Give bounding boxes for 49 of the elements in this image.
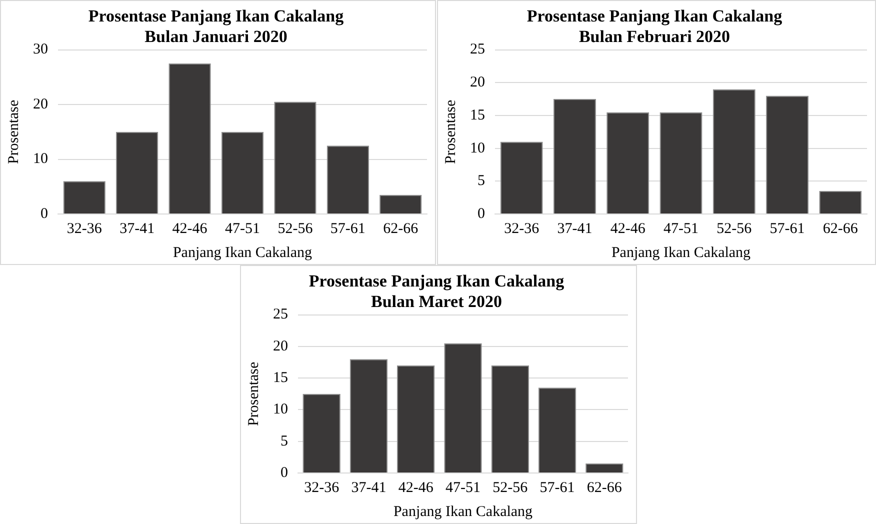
x-tick-label: 52-56 [716,220,752,237]
x-tick-label: 32-36 [66,220,102,237]
y-tick-label: 0 [40,206,48,222]
x-tick-label: 62-66 [822,220,858,237]
y-axis-title: Prosentase [246,361,262,426]
x-tick-label: 42-46 [172,220,208,237]
x-tick-label: 57-61 [540,480,575,496]
y-axis-title: Prosentase [6,99,22,164]
y-tick-label: 15 [273,370,288,386]
x-tick-label: 37-41 [557,220,592,237]
chart-title: Prosentase Panjang Ikan Cakalang [526,6,783,26]
y-tick-label: 25 [273,306,288,323]
y-tick-label: 0 [478,206,485,222]
x-tick-label: 32-36 [304,480,340,496]
y-tick-label: 20 [33,96,48,112]
x-axis-title: Panjang Ikan Cakalang [172,244,313,261]
y-tick-label: 0 [280,464,288,481]
y-tick-label: 5 [478,173,485,190]
y-tick-label: 20 [470,74,485,91]
x-tick-label: 47-51 [664,220,698,237]
x-tick-label: 37-41 [351,480,386,496]
x-tick-label: 47-51 [446,480,480,496]
x-axis-title: Panjang Ikan Cakalang [393,504,534,520]
y-tick-label: 25 [470,42,485,58]
x-tick-label: 62-66 [586,480,622,496]
y-axis-title: Prosentase [442,99,459,164]
x-tick-label: 37-41 [120,220,155,237]
y-tick-label: 10 [470,140,485,156]
y-tick-label: 10 [273,402,288,418]
chart-title: Prosentase Panjang Ikan Cakalang [88,6,344,26]
x-tick-label: 52-56 [492,480,528,496]
x-tick-label: 62-66 [383,220,419,237]
x-tick-label: 52-56 [278,220,314,237]
x-tick-label: 57-61 [770,220,805,237]
y-tick-label: 30 [33,42,48,58]
x-tick-label: 42-46 [398,480,434,496]
y-tick-label: 5 [280,433,288,450]
x-tick-label: 47-51 [225,220,260,237]
y-tick-label: 15 [470,107,485,124]
y-tick-label: 10 [33,151,48,168]
x-tick-label: 42-46 [610,220,646,237]
x-tick-label: 57-61 [330,220,366,237]
y-tick-label: 20 [273,338,288,354]
chart-title: Prosentase Panjang Ikan Cakalang [308,272,565,291]
x-tick-label: 32-36 [504,220,540,237]
chart-subtitle: Bulan Maret 2020 [371,292,502,311]
chart-subtitle: Bulan Januari 2020 [144,26,288,46]
x-axis-title: Panjang Ikan Cakalang [611,244,752,261]
chart-subtitle: Bulan Februari 2020 [578,26,730,46]
